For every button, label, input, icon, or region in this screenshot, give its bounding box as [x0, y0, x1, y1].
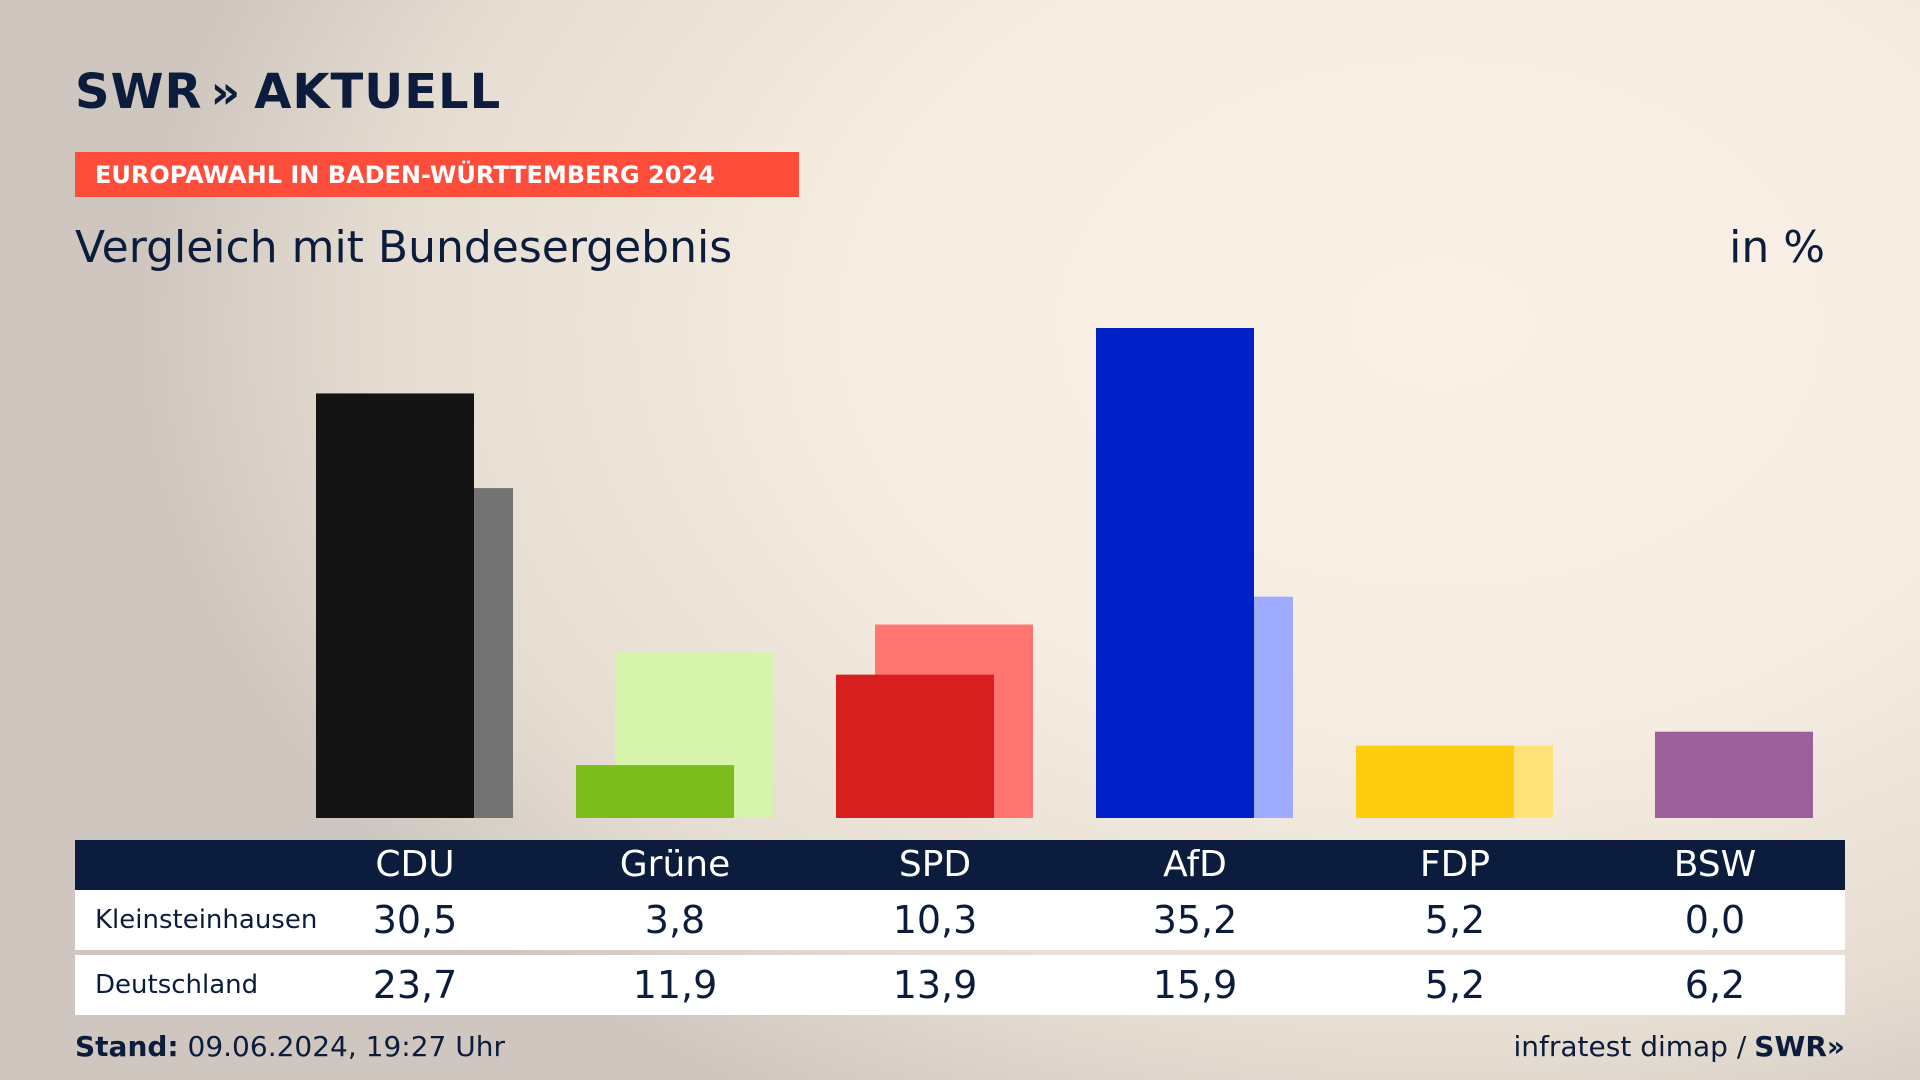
row-label-local: Kleinsteinhausen	[95, 905, 318, 935]
bar-local-gruene	[576, 765, 734, 818]
cell-national-bsw: 6,2	[1684, 963, 1746, 1007]
cell-national-gruene: 11,9	[632, 963, 718, 1007]
header-bsw: BSW	[1673, 844, 1757, 885]
source-credit: infratest dimap / SWR»	[1513, 1030, 1845, 1063]
header-spd: SPD	[898, 844, 972, 885]
cell-local-spd: 10,3	[892, 898, 978, 942]
bar-local-afd	[1096, 328, 1254, 818]
bar-chart	[316, 328, 1813, 818]
table-row-local: Kleinsteinhausen 30,5 3,8 10,3 35,2 5,2 …	[75, 890, 1845, 950]
cell-national-spd: 13,9	[892, 963, 978, 1007]
header-cdu: CDU	[375, 844, 455, 885]
timestamp: Stand: 09.06.2024, 19:27 Uhr	[75, 1030, 505, 1063]
cell-local-cdu: 30,5	[372, 898, 458, 942]
unit-label: in %	[1729, 222, 1825, 273]
row-label-national: Deutschland	[95, 970, 259, 1000]
cell-local-afd: 35,2	[1152, 898, 1238, 942]
swr-aktuell-logo: SWR » AKTUELL	[75, 68, 501, 116]
source-label: infratest dimap /	[1513, 1030, 1747, 1063]
election-banner: EUROPAWAHL IN BADEN-WÜRTTEMBERG 2024	[75, 152, 799, 197]
cell-national-cdu: 23,7	[372, 963, 458, 1007]
stand-label: Stand:	[75, 1030, 179, 1063]
table-header: CDU Grüne SPD AfD FDP BSW	[75, 840, 1845, 890]
header-gruene: Grüne	[619, 844, 731, 885]
cell-local-fdp: 5,2	[1424, 898, 1486, 942]
cell-national-fdp: 5,2	[1424, 963, 1486, 1007]
logo-aktuell-text: AKTUELL	[254, 64, 502, 120]
bar-local-spd	[836, 674, 994, 818]
logo-swr-text: SWR	[75, 64, 203, 120]
bar-national-bsw	[1655, 731, 1813, 818]
chart-subtitle: Vergleich mit Bundesergebnis	[75, 222, 733, 273]
stand-value: 09.06.2024, 19:27 Uhr	[187, 1030, 505, 1063]
bar-local-cdu	[316, 393, 474, 818]
results-table: CDU Grüne SPD AfD FDP BSW Kleinsteinhaus…	[75, 840, 1845, 1015]
cell-local-gruene: 3,8	[644, 898, 706, 942]
table-row-national: Deutschland 23,7 11,9 13,9 15,9 5,2 6,2	[75, 955, 1845, 1015]
swr-footer-logo: SWR»	[1754, 1030, 1845, 1063]
cell-national-afd: 15,9	[1152, 963, 1238, 1007]
bar-local-fdp	[1356, 745, 1514, 818]
header-afd: AfD	[1163, 844, 1227, 885]
cell-local-bsw: 0,0	[1684, 898, 1746, 942]
header-fdp: FDP	[1419, 844, 1491, 885]
